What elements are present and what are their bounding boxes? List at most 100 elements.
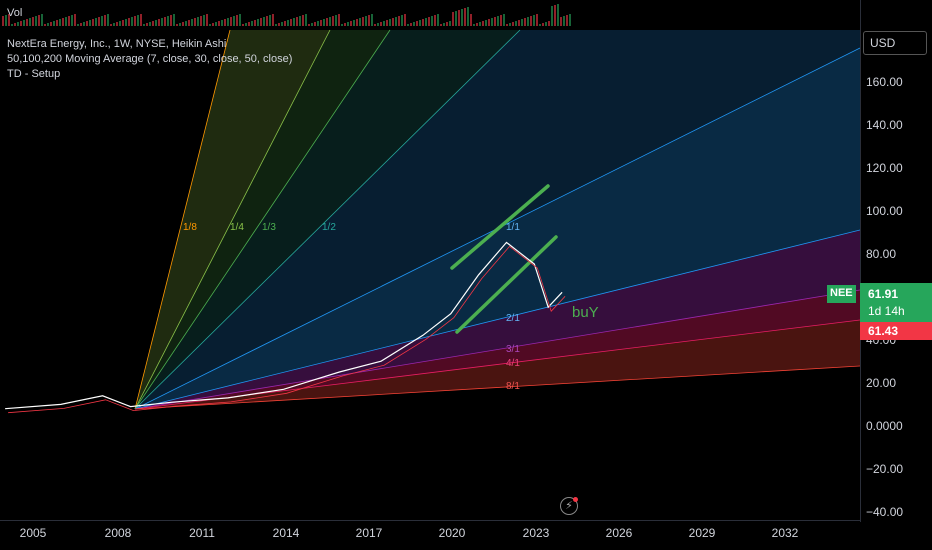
volume-bar (281, 22, 283, 26)
volume-bar (536, 14, 538, 26)
volume-bar (260, 18, 262, 26)
y-tick-label: 100.00 (866, 204, 903, 218)
volume-bar (410, 23, 412, 26)
fan-ratio-label: 8/1 (506, 381, 520, 392)
volume-bar (116, 22, 118, 26)
volume-bar (38, 15, 40, 26)
volume-bar (440, 24, 442, 26)
volume-bar (149, 22, 151, 26)
fan-ratio-label: 3/1 (506, 344, 520, 355)
volume-bar (62, 18, 64, 26)
volume-bar (194, 18, 196, 26)
volume-bar (290, 19, 292, 26)
volume-bar (158, 19, 160, 26)
volume-bar (26, 19, 28, 26)
volume-bar (401, 15, 403, 26)
volume-bar (509, 23, 511, 26)
volume-bar (236, 15, 238, 26)
volume-bar (5, 15, 7, 26)
volume-bar (389, 19, 391, 26)
volume-bar (14, 23, 16, 26)
volume-bar (464, 8, 466, 26)
volume-bar (473, 24, 475, 26)
fan-line (134, 29, 231, 410)
volume-label: Vol (7, 7, 23, 19)
fan-ratio-label: 2/1 (506, 313, 520, 324)
volume-bar (377, 23, 379, 26)
volume-bar (155, 20, 157, 26)
volume-bar (200, 16, 202, 26)
volume-bar (467, 7, 469, 26)
volume-bar (452, 12, 454, 26)
volume-bar (404, 14, 406, 26)
y-tick-label: 0.0000 (866, 419, 903, 433)
volume-bar (47, 23, 49, 26)
volume-bar (353, 20, 355, 26)
volume-bar (230, 17, 232, 26)
volume-bar (95, 18, 97, 26)
volume-bar (131, 17, 133, 26)
x-tick-label: 2011 (189, 526, 215, 540)
volume-bar (77, 24, 79, 26)
volume-bar (386, 20, 388, 26)
volume-bar (275, 24, 277, 26)
y-tick-label: 80.00 (866, 247, 897, 261)
currency-selector[interactable]: USD (863, 31, 927, 55)
volume-bar (233, 16, 235, 26)
volume-bar (479, 22, 481, 26)
indicator-td[interactable]: TD - Setup (7, 68, 61, 80)
volume-bar (512, 22, 514, 26)
volume-bar (74, 14, 76, 26)
volume-bar (329, 17, 331, 26)
volume-bar (191, 19, 193, 26)
volume-bar (413, 22, 415, 26)
volume-bar (548, 21, 550, 26)
volume-bar (32, 17, 34, 26)
trend-channel (450, 184, 558, 334)
x-tick-label: 2008 (104, 526, 132, 540)
x-tick-label: 2005 (19, 526, 47, 540)
fan-ratio-label: 1/8 (183, 222, 197, 233)
volume-bar (2, 16, 4, 26)
volume-bar (221, 20, 223, 26)
volume-bar (425, 18, 427, 26)
volume-bar (446, 22, 448, 26)
volume-bar (41, 14, 43, 26)
volume-bar (140, 14, 142, 26)
volume-bar (368, 15, 370, 26)
symbol-title[interactable]: NextEra Energy, Inc., 1W, NYSE, Heikin A… (7, 38, 227, 50)
volume-bar (272, 14, 274, 26)
volume-bar (104, 15, 106, 26)
indicator-ma[interactable]: 50,100,200 Moving Average (7, close, 30,… (7, 53, 293, 65)
price-axis[interactable] (860, 0, 932, 522)
volume-bar (8, 14, 10, 26)
volume-bar (344, 23, 346, 26)
fan-line (134, 29, 391, 410)
volume-bar (254, 20, 256, 26)
volume-bar (113, 23, 115, 26)
fan-line (134, 229, 861, 410)
volume-bar (515, 21, 517, 26)
lightning-icon[interactable]: ⚡ (560, 497, 578, 515)
volume-bar (533, 15, 535, 26)
volume-bar (491, 18, 493, 26)
volume-bar (569, 14, 571, 26)
volume-bar (485, 20, 487, 26)
ma-price: 61.43 (860, 322, 932, 340)
symbol-tag: NEE (827, 285, 856, 303)
time-axis[interactable] (0, 520, 860, 550)
volume-bar (332, 16, 334, 26)
volume-bar (458, 10, 460, 26)
volume-bar (500, 15, 502, 26)
volume-bar (209, 24, 211, 26)
volume-bar (128, 18, 130, 26)
chart-legend: NextEra Energy, Inc., 1W, NYSE, Heikin A… (7, 37, 292, 82)
volume-bar (65, 17, 67, 26)
volume-bar (326, 18, 328, 26)
volume-bar (365, 16, 367, 26)
volume-bar (173, 14, 175, 26)
volume-bar (269, 15, 271, 26)
volume-bar (521, 19, 523, 26)
volume-bar (242, 24, 244, 26)
